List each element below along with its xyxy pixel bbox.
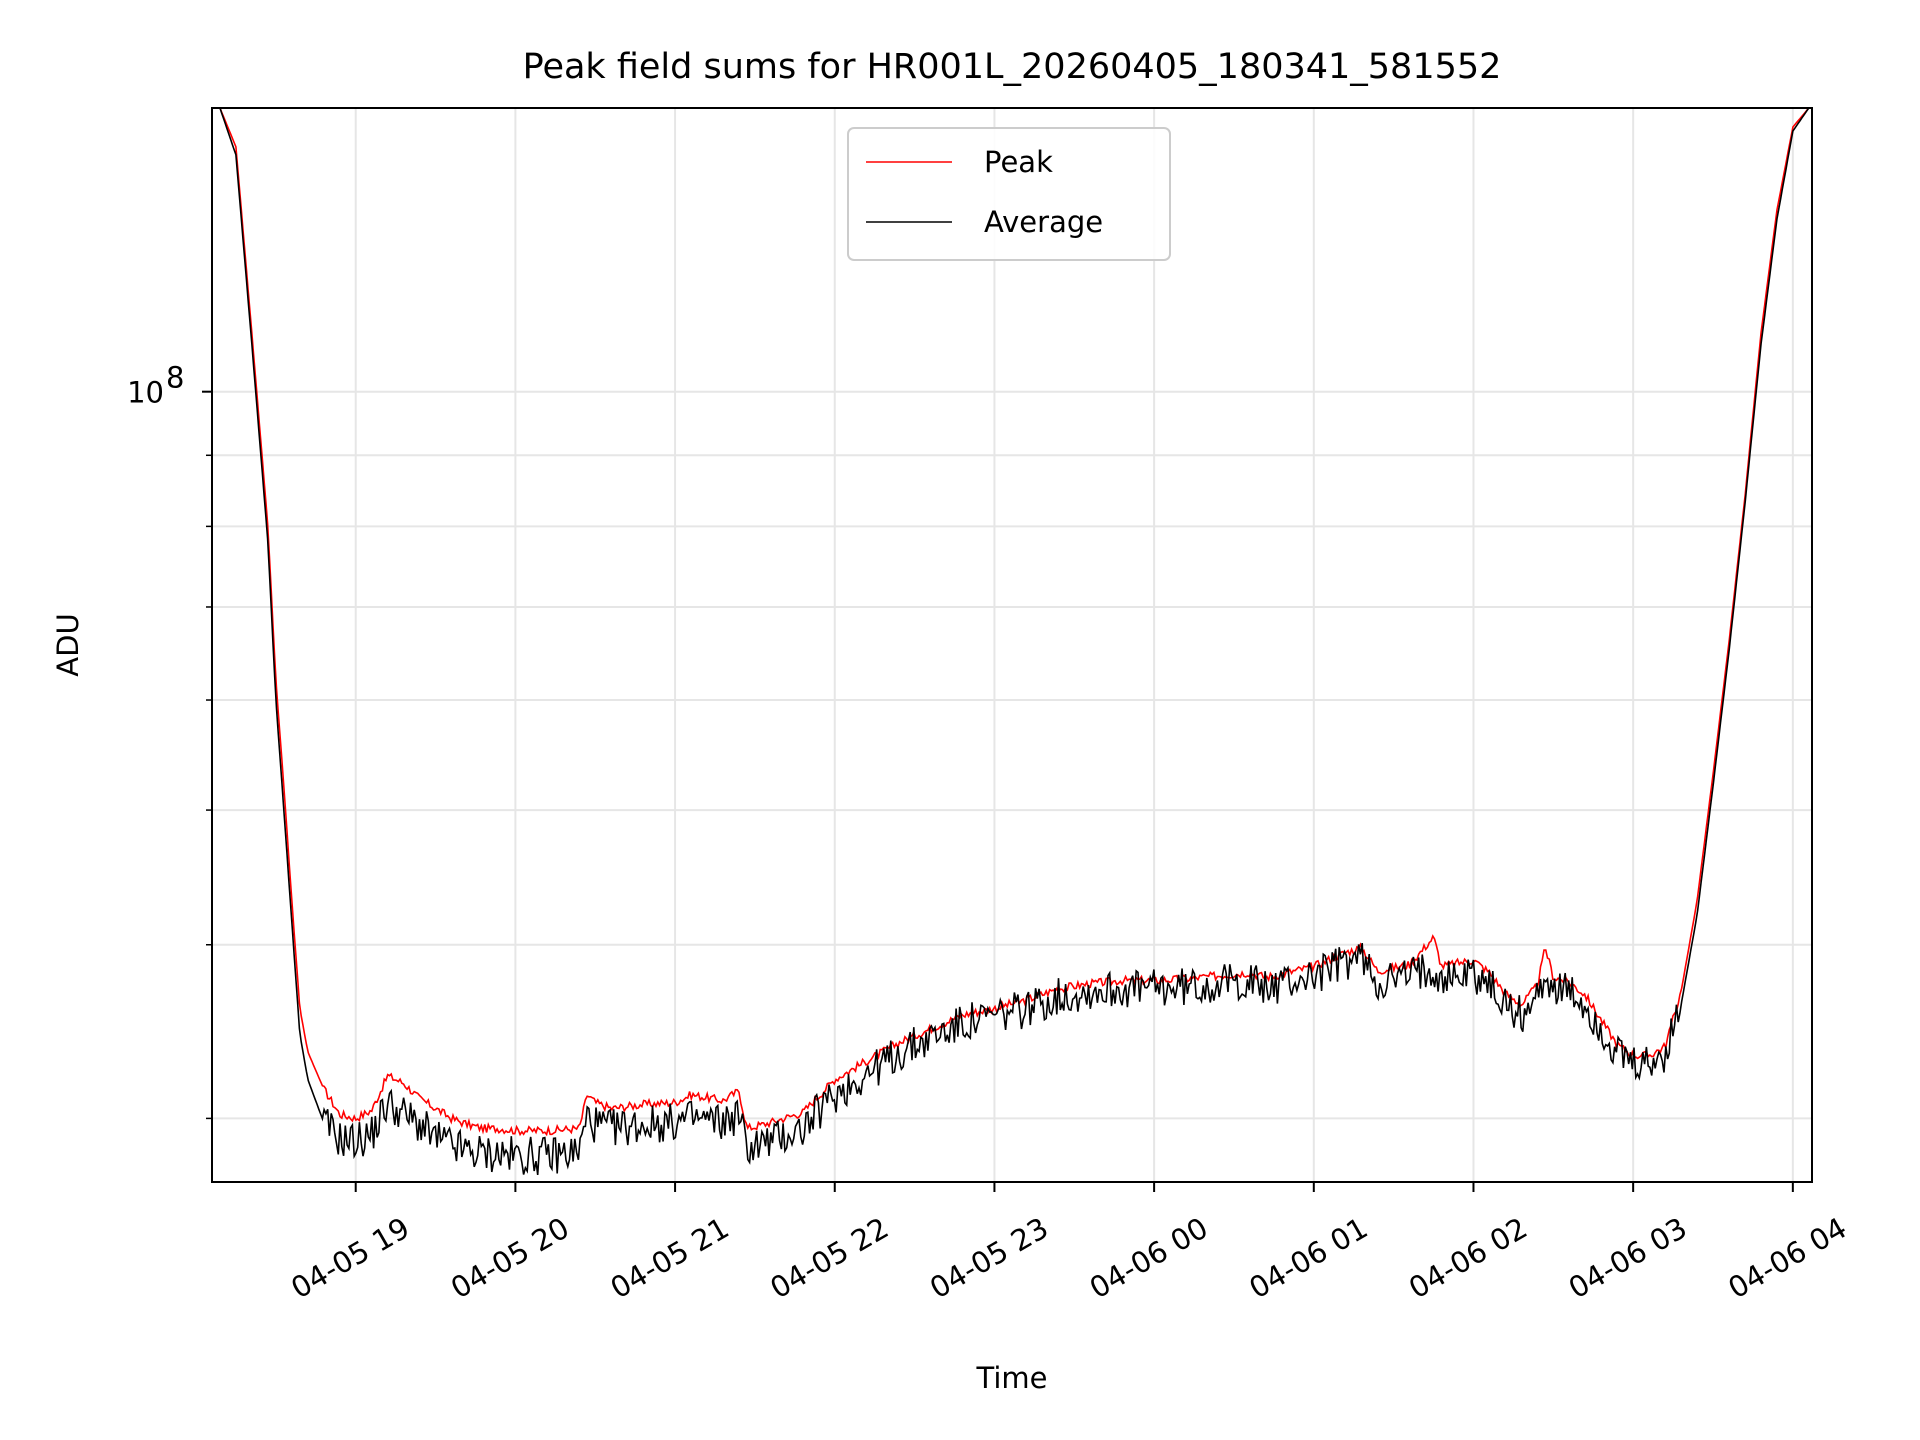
legend: Peak Average: [847, 127, 1171, 261]
y-axis: 10 8: [127, 361, 212, 1120]
chart-title: Peak field sums for HR001L_20260405_1803…: [523, 47, 1502, 87]
x-axis-label: Time: [976, 1361, 1048, 1395]
series-line-average: [219, 108, 1810, 1175]
y-tick-label-0: 10: [127, 376, 164, 410]
y-axis-label: ADU: [51, 613, 85, 676]
plot-frame: [211, 107, 1813, 1183]
plot-area: [219, 108, 1810, 1175]
legend-label-peak: Peak: [984, 145, 1053, 179]
y-tick-label-exponent-0: 8: [166, 361, 184, 395]
grid: [212, 108, 1812, 1182]
series-line-peak: [219, 108, 1810, 1137]
legend-box: [847, 127, 1171, 261]
legend-label-average: Average: [984, 205, 1103, 239]
